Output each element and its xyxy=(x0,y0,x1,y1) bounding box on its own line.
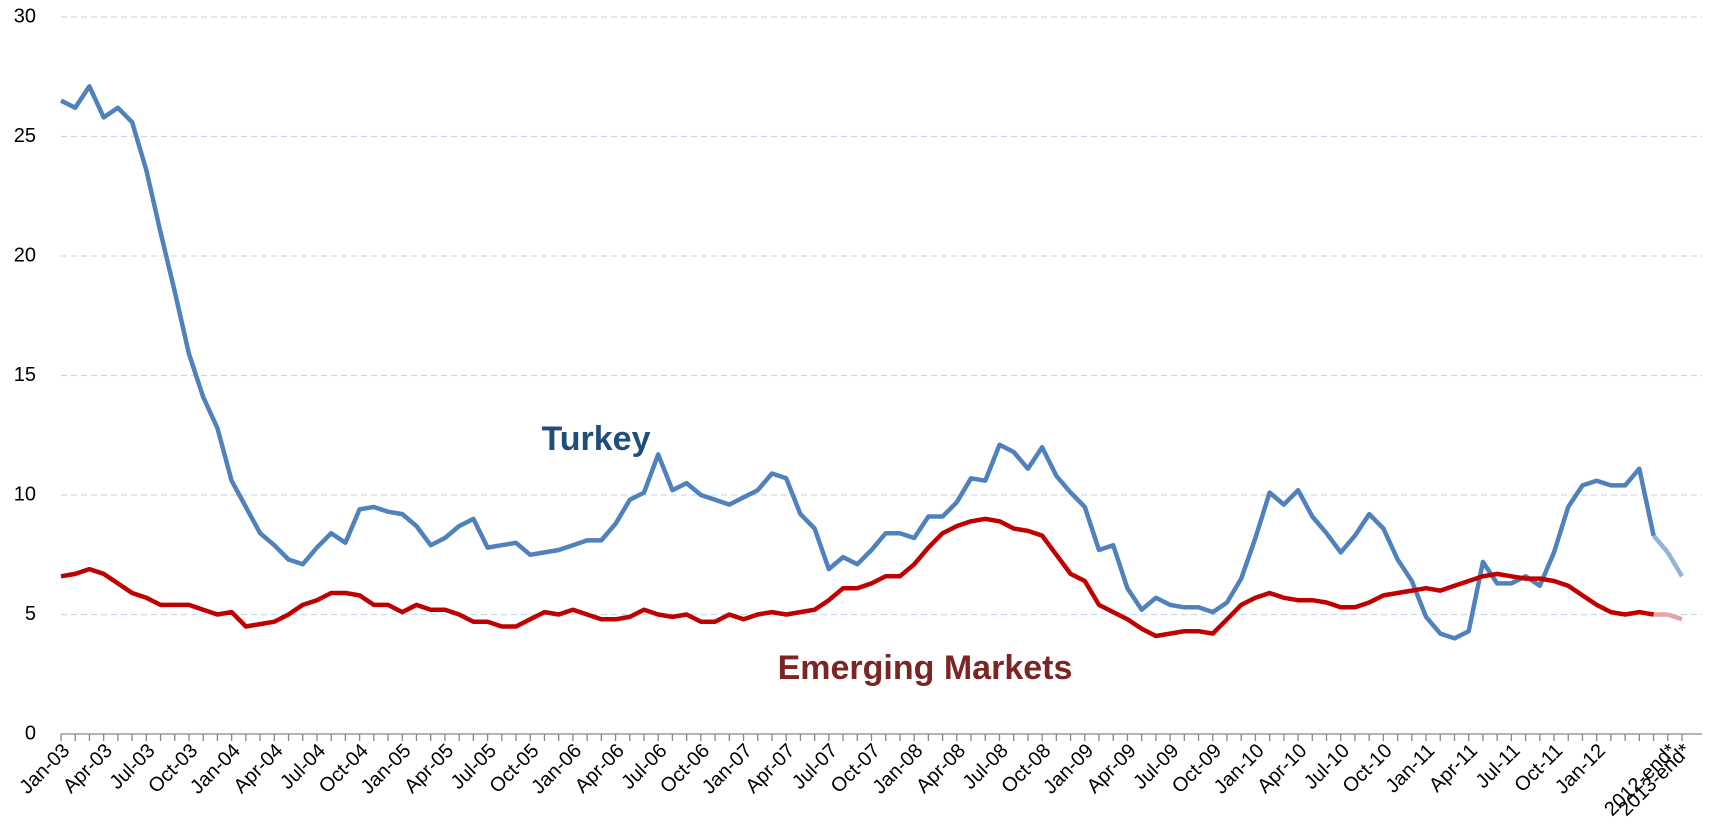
x-tick-label: Apr-04 xyxy=(230,740,288,798)
x-tick-label: Apr-07 xyxy=(741,740,799,798)
y-tick-label: 20 xyxy=(14,244,36,266)
x-tick-label: Jan-11 xyxy=(1382,740,1440,798)
x-tick-label: Apr-06 xyxy=(571,740,629,798)
y-tick-label: 5 xyxy=(25,603,36,625)
y-tick-label: 0 xyxy=(25,722,36,744)
y-tick-label: 30 xyxy=(14,5,36,27)
forecast-connector xyxy=(1651,534,1670,554)
forecast-line xyxy=(1667,612,1683,622)
x-tick-label: Apr-08 xyxy=(912,740,970,798)
y-tick-label: 25 xyxy=(14,125,36,147)
series-line xyxy=(59,84,1656,641)
forecast-line xyxy=(1665,551,1684,578)
y-tick-label: 10 xyxy=(14,483,36,505)
series-label: Turkey xyxy=(542,420,651,458)
x-tick-label: Apr-10 xyxy=(1253,740,1311,798)
series-line xyxy=(60,516,1654,639)
x-tick-label: Apr-05 xyxy=(400,740,458,798)
x-tick-label: Apr-03 xyxy=(59,740,117,798)
x-tick-label: Apr-11 xyxy=(1425,740,1482,797)
x-tick-label: Apr-09 xyxy=(1083,740,1141,798)
y-tick-label: 15 xyxy=(14,364,36,386)
series-label: Emerging Markets xyxy=(778,649,1073,687)
